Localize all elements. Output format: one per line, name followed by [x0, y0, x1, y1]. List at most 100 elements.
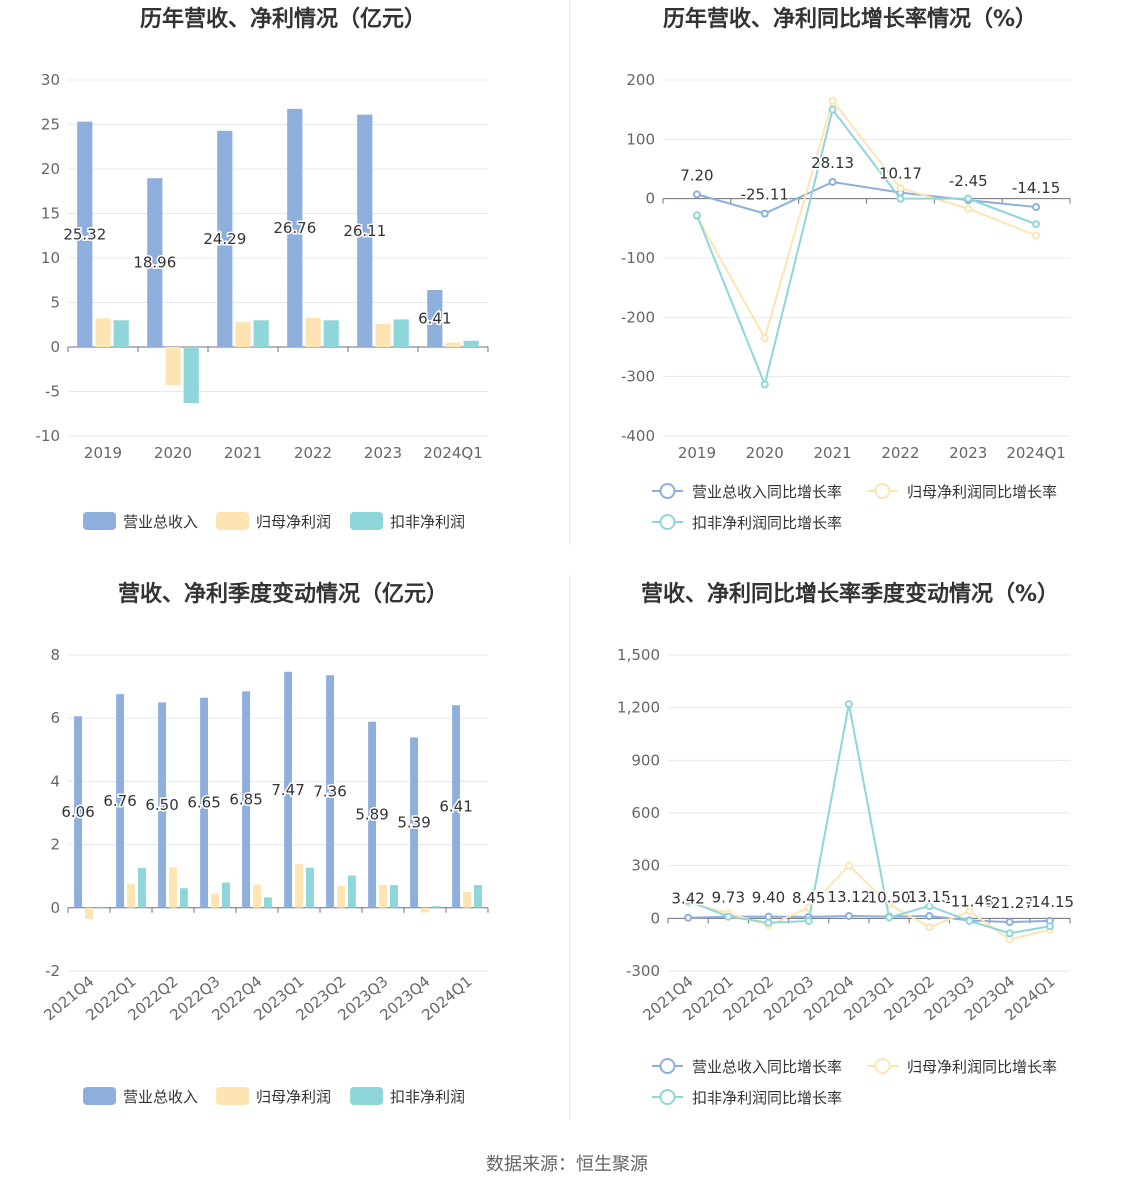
series-line: [696, 180, 1037, 215]
bar-data-label: 24.29: [203, 230, 246, 248]
series-point: [965, 907, 974, 916]
legend-label: 归母净利润: [256, 1088, 331, 1106]
series-point: [1005, 935, 1014, 944]
y-tick-label: 0: [650, 909, 660, 927]
legend-label: 营业总收入同比增长率: [692, 1058, 842, 1076]
bar-deducted-profit: [323, 320, 339, 347]
bar-revenue: [74, 716, 83, 908]
y-tick-label: -400: [621, 427, 655, 445]
divider-bottom: [569, 575, 570, 1120]
bar-revenue: [357, 114, 373, 347]
bar-revenue: [427, 289, 443, 347]
bar-data-label: 7.47: [271, 781, 304, 799]
legend-label: 营业总收入: [123, 1088, 198, 1106]
bar-data-label: 26.76: [273, 219, 316, 237]
bar-revenue: [77, 121, 93, 347]
series-line: [687, 703, 1051, 935]
series-point: [965, 916, 974, 925]
line-data-label: 13.15: [908, 888, 951, 906]
bar-revenue: [158, 702, 167, 908]
series-point: [692, 211, 701, 220]
line-data-label: 13.12: [827, 888, 870, 906]
y-tick-label: -100: [621, 249, 655, 267]
legend-label: 营业总收入同比增长率: [692, 483, 842, 501]
chart-quarterly-growth-rate: 营收、净利同比增长率季度变动情况（%） -300 0 300 600 900 1,200 1,…: [567, 575, 1134, 1150]
series-point: [760, 334, 769, 343]
series-point: [684, 896, 693, 905]
bar-revenue: [147, 178, 163, 347]
bar-parent-profit: [165, 347, 181, 386]
legend-marker: [659, 1058, 676, 1074]
x-tick-label: 2024Q1: [1006, 444, 1066, 462]
line-data-label: 7.20: [680, 166, 713, 184]
y-tick-label: -300: [621, 368, 655, 386]
x-tick-label: 2023: [949, 444, 987, 462]
y-tick-label: 8: [50, 646, 60, 664]
series-point: [724, 912, 733, 921]
bar-data-label: 6.76: [103, 792, 136, 810]
legend-swatch: [350, 1087, 383, 1105]
chart-title: 营收、净利同比增长率季度变动情况（%）: [641, 581, 1059, 607]
chart-quarterly-growth-rate-svg: 营收、净利同比增长率季度变动情况（%） -300 0 300 600 900 1,200 1,…: [617, 581, 1076, 1107]
legend-label: 归母净利润同比增长率: [907, 483, 1057, 501]
line-data-label: 3.42: [671, 890, 704, 908]
y-tick-label: -10: [36, 427, 61, 445]
source-note: 数据来源：恒生聚源: [486, 1154, 648, 1175]
bar-parent-profit: [127, 884, 135, 908]
y-tick-label: 30: [41, 71, 60, 89]
bar-parent-profit: [235, 322, 251, 347]
bar-data-label: 26.11: [343, 222, 386, 240]
y-tick-label: 200: [626, 71, 655, 89]
bar-deducted-profit: [431, 906, 440, 908]
series-point: [804, 916, 813, 925]
x-tick-label: 2022: [881, 444, 919, 462]
bar-deducted-profit: [389, 885, 398, 908]
bar-parent-profit: [463, 892, 471, 908]
bar-parent-profit: [253, 884, 261, 908]
bar-deducted-profit: [113, 320, 129, 347]
chart-title: 历年营收、净利同比增长率情况（%）: [663, 6, 1037, 32]
series-point: [925, 902, 934, 911]
legend-marker: [659, 483, 676, 499]
series-point: [1045, 922, 1054, 931]
bar-parent-profit: [211, 893, 219, 908]
x-tick-label: 2021: [813, 444, 851, 462]
y-tick-label: 10: [41, 249, 60, 267]
x-tick-label: 2023: [364, 444, 402, 462]
y-tick-label: 0: [50, 899, 60, 917]
line-data-label: 9.40: [752, 889, 785, 907]
bar-revenue: [326, 675, 335, 908]
series-point: [760, 380, 769, 389]
legend-label: 扣非净利润同比增长率: [692, 514, 842, 532]
bar-data-label: 6.50: [145, 796, 178, 814]
legend-marker: [874, 1058, 891, 1074]
y-tick-label: 25: [41, 116, 60, 134]
bar-revenue: [452, 705, 461, 908]
line-data-label: 28.13: [811, 154, 854, 172]
series-point: [760, 209, 769, 218]
bar-parent-profit: [337, 885, 345, 908]
chart-annual-growth-rate: 历年营收、净利同比增长率情况（%） -400 -300 -200 -100 0 100 200…: [567, 0, 1134, 575]
legend-label: 营业总收入: [123, 513, 198, 531]
y-tick-label: 100: [626, 130, 655, 148]
bar-deducted-profit: [263, 897, 272, 908]
legend-swatch: [83, 512, 116, 530]
series-point: [925, 923, 934, 932]
legend-marker: [659, 514, 676, 530]
line-data-label: 8.45: [792, 889, 825, 907]
series-point: [844, 861, 853, 870]
series-point: [828, 177, 837, 186]
y-tick-label: 20: [41, 160, 60, 178]
bar-data-label: 5.89: [355, 806, 388, 824]
chart-quarterly-revenue-profit: 营收、净利季度变动情况（亿元） -2 0 2 4 6 8 2021Q4 2022Q1 2022Q2…: [0, 575, 567, 1150]
series-point: [844, 912, 853, 921]
bar-deducted-profit: [95, 906, 104, 908]
bar-revenue: [200, 697, 209, 908]
line-data-label: -21.27: [986, 894, 1034, 912]
bar-revenue: [217, 130, 233, 347]
y-tick-label: 2: [50, 836, 60, 854]
series-point: [684, 913, 693, 922]
line-data-label: 10.17: [879, 165, 922, 183]
x-tick-label: 2019: [678, 444, 716, 462]
line-data-label: 10.50: [868, 888, 911, 906]
